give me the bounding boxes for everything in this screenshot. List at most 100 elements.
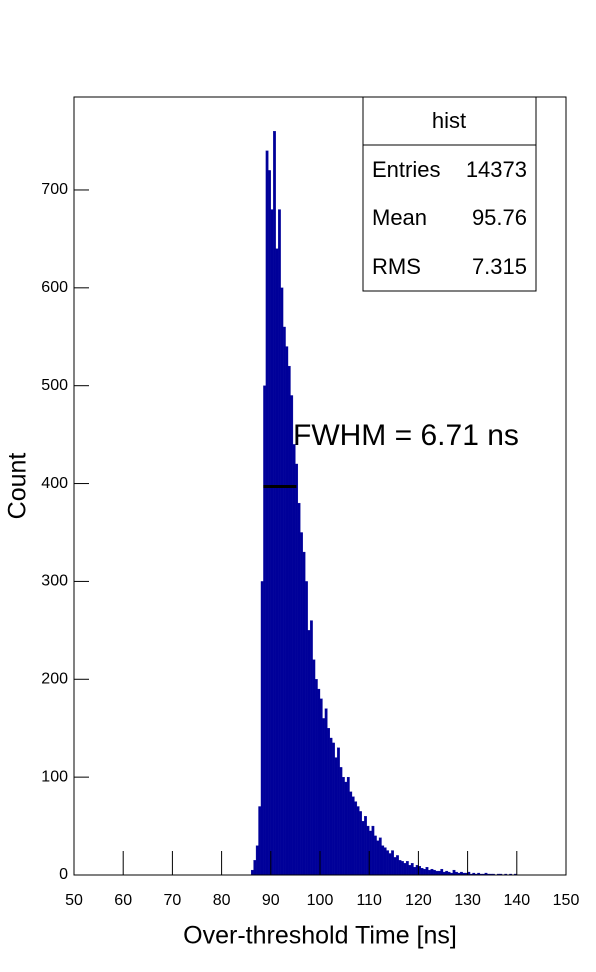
bar: [420, 867, 424, 876]
x-tick-label: 110: [356, 892, 382, 909]
bar: [255, 845, 259, 876]
bar: [408, 865, 412, 876]
x-axis-label: Over-threshold Time [ns]: [183, 922, 457, 950]
bar: [295, 463, 299, 876]
bar: [297, 502, 301, 876]
x-tick-label: 100: [307, 892, 334, 909]
bar: [428, 869, 431, 876]
stats-box: hist Entries 14373 Mean 95.76 RMS 7.315: [362, 96, 537, 292]
y-tick-label: 600: [41, 279, 68, 296]
bar: [270, 209, 274, 876]
bar: [332, 742, 335, 876]
bar: [388, 853, 392, 876]
bar: [287, 365, 291, 876]
bar: [273, 131, 276, 876]
bar: [356, 806, 360, 876]
bar: [373, 835, 377, 876]
bar: [437, 870, 441, 876]
y-tick-label: 400: [41, 475, 68, 492]
bar: [440, 868, 444, 876]
x-tick-label: 120: [405, 892, 432, 909]
bar: [413, 867, 417, 876]
y-tick-label: 100: [41, 768, 68, 785]
bar: [396, 855, 399, 876]
bar: [300, 532, 303, 876]
x-tick-label: 150: [553, 892, 580, 909]
bar: [452, 869, 456, 876]
x-tick-label: 70: [164, 892, 182, 909]
bar: [405, 861, 409, 876]
x-tick-label: 90: [262, 892, 280, 909]
bar: [361, 821, 365, 876]
bar: [433, 869, 436, 876]
bar: [381, 845, 385, 876]
stats-value: 7.315: [472, 254, 527, 279]
bar: [253, 860, 257, 876]
bar: [258, 806, 262, 876]
bar: [285, 346, 289, 876]
bar: [398, 860, 402, 876]
y-axis-label: Count: [4, 453, 32, 520]
bar: [351, 796, 355, 876]
bar: [430, 868, 434, 876]
bar: [322, 718, 326, 876]
y-tick-label: 500: [41, 377, 68, 394]
bar: [354, 801, 358, 876]
bar: [403, 863, 407, 876]
bar: [324, 708, 328, 876]
bar: [393, 857, 397, 876]
stats-value: 14373: [466, 157, 527, 182]
bar: [263, 385, 267, 876]
bar: [423, 868, 426, 876]
bar: [278, 209, 281, 876]
bar: [364, 816, 367, 876]
x-tick-label: 140: [503, 892, 530, 909]
bar: [425, 867, 429, 876]
x-tick-label: 50: [65, 892, 83, 909]
x-tick-label: 130: [454, 892, 481, 909]
bar: [280, 287, 284, 876]
bar: [376, 840, 380, 876]
annotation: FWHM = 6.71 ns: [293, 419, 519, 452]
y-tick-label: 0: [59, 866, 68, 883]
bar: [341, 776, 345, 876]
bar: [319, 698, 323, 876]
bar: [265, 150, 269, 876]
bar: [292, 444, 296, 876]
bar: [445, 870, 449, 876]
bar: [310, 620, 313, 876]
stats-key: RMS: [372, 254, 421, 279]
bar: [401, 861, 404, 876]
bar: [290, 395, 294, 876]
stats-title: hist: [432, 108, 466, 133]
bar: [344, 781, 348, 876]
bar: [349, 791, 353, 876]
bar: [359, 811, 362, 876]
x-tick-label: 80: [213, 892, 231, 909]
bar: [275, 248, 279, 876]
stats-frame: [362, 96, 537, 292]
stats-value: 95.76: [472, 205, 527, 230]
x-tick-label: 60: [114, 892, 132, 909]
bar: [334, 757, 338, 876]
bar: [327, 728, 330, 876]
bar: [435, 870, 439, 876]
stats-key: Entries: [372, 157, 440, 182]
bar: [305, 581, 308, 876]
y-tick-label: 700: [41, 181, 68, 198]
bar: [314, 679, 318, 876]
bar: [378, 837, 382, 876]
bar: [282, 326, 286, 876]
bar: [317, 688, 321, 876]
y-tick-label: 200: [41, 670, 68, 687]
bar: [268, 170, 271, 876]
bar: [250, 869, 254, 876]
bar: [371, 825, 375, 876]
bar: [391, 850, 394, 876]
bar: [337, 747, 340, 876]
bar: [329, 737, 333, 876]
bar: [307, 630, 311, 876]
y-tick-label: 300: [41, 573, 68, 590]
bar: [312, 659, 316, 876]
